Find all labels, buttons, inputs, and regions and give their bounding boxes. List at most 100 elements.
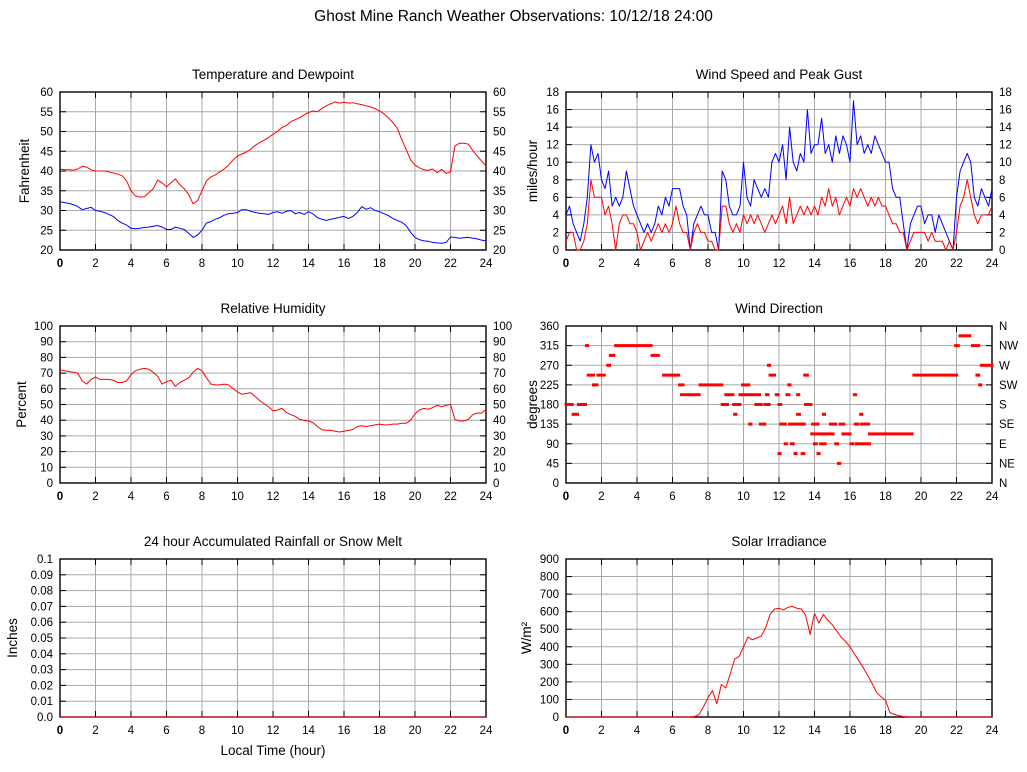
y-tick-label-right: 55 xyxy=(493,107,506,119)
x-tick-label: 0 xyxy=(563,258,569,270)
plot-border xyxy=(59,91,487,251)
series-wind-direction xyxy=(564,334,994,465)
scatter-mark xyxy=(783,442,788,446)
scatter-mark xyxy=(724,393,735,397)
x-tick-label: 6 xyxy=(669,725,675,737)
scatter-mark xyxy=(849,442,855,446)
x-tick-label: 10 xyxy=(231,725,244,737)
y-tick-label: 0.03 xyxy=(31,665,53,677)
y-tick-label: 20 xyxy=(40,245,53,257)
x-tick-label: 16 xyxy=(844,258,857,270)
y-tick-label: 225 xyxy=(540,380,559,392)
scatter-mark xyxy=(576,403,587,406)
y-tick-label: 80 xyxy=(40,352,53,364)
scatter-mark xyxy=(954,344,960,348)
y-tick-label: 600 xyxy=(540,607,559,619)
y-tick-label: 4 xyxy=(553,210,560,222)
x-tick-label: 18 xyxy=(373,258,386,270)
scatter-mark xyxy=(592,383,599,387)
y-tick-label-right: SW xyxy=(999,380,1018,392)
y-tick-label: 900 xyxy=(540,554,559,566)
y-tick-label: 100 xyxy=(540,694,559,706)
x-tick-label: 4 xyxy=(634,491,641,503)
x-tick-label: 16 xyxy=(338,725,351,737)
scatter-mark xyxy=(975,373,981,377)
x-tick-label: 18 xyxy=(879,725,892,737)
scatter-mark xyxy=(733,412,738,416)
y-tick-label: 40 xyxy=(40,415,53,427)
scatter-mark xyxy=(738,393,751,397)
x-tick-label: 20 xyxy=(915,725,928,737)
y-tick-label-right: 30 xyxy=(493,431,506,443)
x-tick-label: 8 xyxy=(705,258,711,270)
x-tick-label: 14 xyxy=(302,725,315,737)
x-tick-label: 16 xyxy=(338,258,351,270)
x-tick-label: 6 xyxy=(669,258,675,270)
x-tick-label: 14 xyxy=(808,491,821,503)
y-tick-label: 45 xyxy=(40,146,53,158)
x-tick-label: 22 xyxy=(444,491,457,503)
series-dewpoint xyxy=(59,201,487,244)
y-tick-label-right: 12 xyxy=(999,140,1012,152)
y-tick-label-right: 45 xyxy=(493,146,506,158)
x-tick-label: 24 xyxy=(986,725,999,737)
x-tick-label: 8 xyxy=(199,491,205,503)
scatter-mark xyxy=(860,442,871,446)
y-axis-label: Inches xyxy=(5,618,20,658)
x-tick-label: 18 xyxy=(879,491,892,503)
x-tick-label: 0 xyxy=(57,725,63,737)
scatter-mark xyxy=(788,422,796,426)
y-tick-label-right: W xyxy=(999,360,1010,372)
x-tick-label: 18 xyxy=(373,491,386,503)
y-tick-label: 50 xyxy=(40,127,53,139)
chart-title: Relative Humidity xyxy=(220,301,325,316)
y-tick-label: 0 xyxy=(553,712,559,724)
scatter-mark xyxy=(912,373,958,377)
y-tick-label: 45 xyxy=(546,458,559,470)
scatter-mark xyxy=(679,393,694,397)
x-tick-label: 2 xyxy=(92,258,98,270)
x-tick-label: 2 xyxy=(598,725,604,737)
scatter-mark xyxy=(584,344,590,348)
y-tick-label: 100 xyxy=(34,321,53,333)
y-tick-label: 200 xyxy=(540,677,559,689)
y-tick-label-right: 90 xyxy=(493,337,506,349)
scatter-mark xyxy=(606,363,611,367)
scatter-mark xyxy=(838,422,846,426)
y-tick-label: 315 xyxy=(540,341,559,353)
y-tick-label: 10 xyxy=(546,157,559,169)
y-axis-label: Fahrenheit xyxy=(17,138,32,203)
x-tick-label: 24 xyxy=(480,491,493,503)
scatter-mark xyxy=(816,452,821,456)
y-tick-label: 14 xyxy=(546,122,559,134)
y-tick-label-right: SE xyxy=(999,419,1015,431)
scatter-mark xyxy=(774,393,780,397)
y-tick-label-right: 20 xyxy=(493,447,506,459)
y-tick-label: 400 xyxy=(540,642,559,654)
x-tick-label: 2 xyxy=(92,491,98,503)
scatter-mark xyxy=(813,442,818,446)
y-tick-label: 90 xyxy=(40,337,53,349)
x-tick-label: 0 xyxy=(563,725,569,737)
y-tick-label: 0 xyxy=(553,245,559,257)
y-tick-label: 0.08 xyxy=(31,586,53,598)
series-wind-speed xyxy=(565,179,993,251)
y-tick-label-right: NE xyxy=(999,458,1015,470)
y-tick-label: 0.0 xyxy=(37,712,53,724)
scatter-mark xyxy=(820,432,826,436)
x-tick-label: 16 xyxy=(844,491,857,503)
x-tick-label: 8 xyxy=(705,725,711,737)
y-tick-label-right: 6 xyxy=(999,192,1005,204)
y-tick-label-right: 14 xyxy=(999,122,1012,134)
y-tick-label-right: 16 xyxy=(999,105,1012,117)
scatter-mark xyxy=(819,442,827,446)
scatter-mark xyxy=(795,422,803,426)
x-tick-label: 20 xyxy=(915,258,928,270)
scatter-mark xyxy=(803,373,809,377)
y-tick-label: 60 xyxy=(40,384,53,396)
y-tick-label: 360 xyxy=(540,321,559,333)
